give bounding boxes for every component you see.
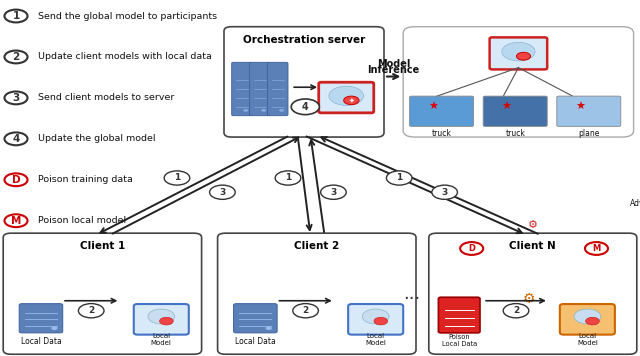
FancyBboxPatch shape [557, 96, 621, 126]
Circle shape [51, 326, 58, 330]
Text: Local
Model: Local Model [577, 333, 598, 346]
Circle shape [516, 52, 531, 60]
FancyBboxPatch shape [403, 27, 634, 137]
Circle shape [210, 185, 236, 199]
Text: Orchestration server: Orchestration server [243, 35, 365, 45]
Circle shape [4, 10, 28, 22]
Text: 2: 2 [303, 306, 308, 315]
Text: D: D [468, 244, 475, 253]
Circle shape [79, 304, 104, 318]
Text: Send client models to server: Send client models to server [38, 93, 174, 103]
Circle shape [279, 109, 284, 112]
Circle shape [291, 99, 319, 115]
Circle shape [502, 42, 535, 61]
Circle shape [432, 185, 458, 199]
Circle shape [4, 51, 28, 63]
Circle shape [321, 185, 346, 199]
Text: Client 1: Client 1 [80, 241, 125, 251]
FancyBboxPatch shape [438, 297, 480, 333]
Circle shape [4, 91, 28, 104]
FancyBboxPatch shape [319, 82, 374, 113]
FancyBboxPatch shape [250, 62, 270, 116]
Text: ⚙: ⚙ [522, 292, 535, 305]
Text: plane: plane [578, 129, 600, 138]
Text: Update the global model: Update the global model [38, 134, 156, 143]
Text: Model: Model [377, 59, 410, 69]
Text: ⚙: ⚙ [528, 220, 538, 230]
Text: Inference: Inference [367, 65, 420, 75]
Text: Poison local model: Poison local model [38, 216, 126, 225]
Text: Client 2: Client 2 [294, 241, 339, 251]
FancyBboxPatch shape [218, 233, 416, 354]
Circle shape [329, 86, 364, 105]
Text: 3: 3 [442, 188, 448, 197]
Text: 1: 1 [174, 173, 180, 183]
FancyBboxPatch shape [483, 96, 547, 126]
Circle shape [387, 171, 412, 185]
Circle shape [266, 326, 272, 330]
Text: truck: truck [505, 129, 525, 138]
Text: Send the global model to participants: Send the global model to participants [38, 11, 217, 21]
Circle shape [148, 309, 175, 324]
Circle shape [4, 173, 28, 186]
FancyBboxPatch shape [134, 304, 189, 335]
Text: Poison
Local Data: Poison Local Data [442, 334, 477, 347]
FancyBboxPatch shape [348, 304, 403, 335]
Circle shape [275, 171, 301, 185]
Text: Poison training data: Poison training data [38, 175, 132, 184]
Text: 2: 2 [513, 306, 519, 315]
FancyBboxPatch shape [490, 37, 547, 69]
Text: 4: 4 [12, 134, 20, 144]
Text: 2: 2 [12, 52, 20, 62]
FancyBboxPatch shape [3, 233, 202, 354]
Circle shape [292, 304, 319, 318]
Circle shape [586, 317, 599, 325]
FancyBboxPatch shape [268, 62, 288, 116]
Text: 1: 1 [12, 11, 20, 21]
FancyBboxPatch shape [429, 233, 637, 354]
Text: D: D [12, 175, 20, 185]
Text: Local Data: Local Data [235, 337, 276, 346]
Text: 4: 4 [302, 102, 308, 112]
Text: 1: 1 [285, 173, 291, 183]
Circle shape [503, 304, 529, 318]
Text: Local
Model: Local Model [365, 333, 386, 346]
Text: ...: ... [404, 285, 420, 303]
Text: 3: 3 [330, 188, 337, 197]
Text: ✦: ✦ [348, 98, 355, 103]
Text: Local Data: Local Data [20, 337, 61, 346]
FancyBboxPatch shape [232, 62, 252, 116]
Circle shape [344, 96, 359, 105]
Circle shape [4, 132, 28, 145]
FancyBboxPatch shape [234, 304, 277, 333]
Text: 3: 3 [220, 188, 225, 197]
Text: Adversary: Adversary [630, 199, 640, 208]
Circle shape [159, 317, 173, 325]
Circle shape [374, 317, 388, 325]
Circle shape [4, 214, 28, 227]
Text: 2: 2 [88, 306, 94, 315]
Circle shape [261, 109, 266, 112]
Text: Client N: Client N [509, 241, 556, 251]
FancyBboxPatch shape [224, 27, 384, 137]
Text: ★: ★ [428, 102, 438, 112]
Text: 1: 1 [396, 173, 403, 183]
Circle shape [585, 242, 608, 255]
Text: M: M [593, 244, 600, 253]
Circle shape [460, 242, 483, 255]
Text: M: M [11, 216, 21, 226]
Circle shape [574, 309, 601, 324]
Circle shape [164, 171, 189, 185]
FancyBboxPatch shape [19, 304, 63, 333]
Text: truck: truck [431, 129, 452, 138]
FancyBboxPatch shape [410, 96, 474, 126]
FancyBboxPatch shape [560, 304, 615, 335]
Text: Local
Model: Local Model [151, 333, 172, 346]
Text: Update client models with local data: Update client models with local data [38, 52, 212, 62]
Circle shape [243, 109, 248, 112]
Circle shape [362, 309, 389, 324]
Text: ★: ★ [502, 102, 511, 112]
Text: ★: ★ [575, 102, 585, 112]
Text: 3: 3 [12, 93, 20, 103]
